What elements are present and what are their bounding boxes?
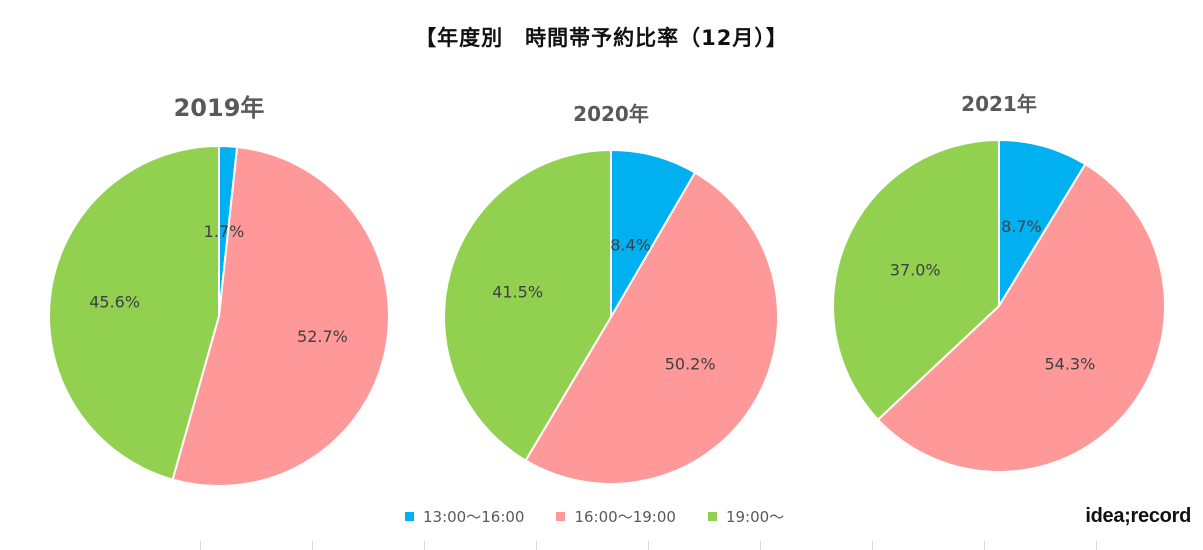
axis-tick [536,541,537,550]
axis-tick [200,541,201,550]
pie-slice-2020-16-19 [524,171,779,485]
legend-swatch-19 [707,511,717,521]
axis-tick [872,541,873,550]
pie-label-2020-19: 41.5% [492,282,543,301]
axis-tick [648,541,649,550]
pie-title-2020: 2020年 [573,102,649,126]
axis-tick [424,541,425,550]
legend-label-16-19: 16:00～19:00 [574,507,676,526]
axis-tick [760,541,761,550]
axis-tick [312,541,313,550]
pie-label-2020-13-16: 8.4% [610,235,651,254]
pie-label-2019-19: 45.6% [89,292,140,311]
pie-label-2019-16-19: 52.7% [297,327,348,346]
pie-slice-2021-16-19 [876,162,1166,473]
pie-label-2021-13-16: 8.7% [1001,217,1042,236]
axis-tick [984,541,985,550]
pie-label-2021-16-19: 54.3% [1044,355,1095,374]
brand-logo: idea;record [1085,505,1191,527]
legend-swatch-13-16 [405,511,414,521]
pie-label-2020-16-19: 50.2% [665,355,716,374]
pie-title-2021: 2021年 [961,92,1037,116]
chart-title: 【年度別 時間帯予約比率（12月）】 [415,26,788,50]
legend-label-19: 19:00～ [725,507,785,526]
pie-slice-2019-19 [48,144,220,481]
legend: 13:00～16:00 16:00～19:00 19:00～ [405,506,784,526]
pie-slice-2019-16-19 [171,145,390,487]
legend-item-19: 19:00～ [707,506,785,527]
pie-slice-2020-19 [443,148,612,462]
pie-slice-2021-19 [832,138,1000,422]
legend-label-13-16: 13:00～16:00 [423,507,525,526]
legend-item-16-19: 16:00～19:00 [556,506,676,527]
pie-label-2021-19: 37.0% [890,261,941,280]
legend-swatch-16-19 [556,511,566,521]
pie-slice-2021-13-16 [998,138,1087,310]
axis-tick [1096,541,1097,550]
pie-slice-2020-13-16 [610,148,697,321]
pie-label-2019-13-16: 1.7% [204,222,245,241]
pie-title-2019: 2019年 [173,94,265,122]
legend-item-13-16: 13:00～16:00 [405,506,524,527]
